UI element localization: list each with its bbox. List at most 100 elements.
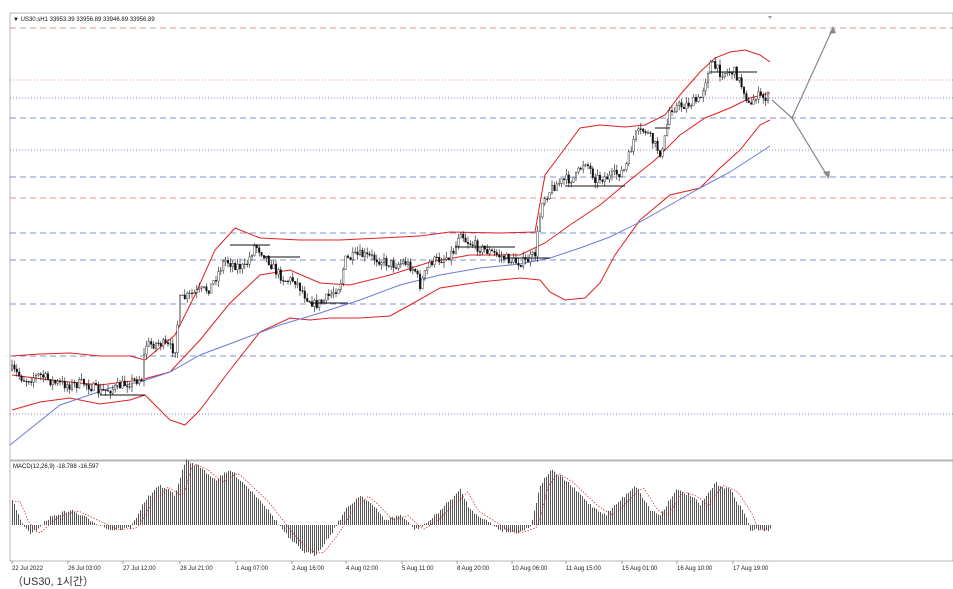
macd-bar: [412, 525, 413, 527]
macd-bar: [714, 484, 715, 525]
candle-body: [232, 263, 234, 266]
candle-body: [206, 287, 208, 291]
macd-bar: [302, 525, 303, 551]
macd-bar: [630, 491, 631, 525]
macd-bar: [588, 504, 589, 525]
macd-bar: [504, 525, 505, 530]
candle-body: [172, 344, 174, 354]
candle-body: [280, 270, 282, 281]
candle-body: [561, 179, 563, 184]
candle-body: [688, 103, 690, 106]
candle-body: [465, 238, 467, 242]
candle-body: [340, 283, 342, 289]
macd-bar: [594, 508, 595, 526]
macd-bar: [404, 519, 405, 525]
candle-body: [306, 298, 308, 301]
macd-bar: [660, 515, 661, 525]
macd-bar: [690, 496, 691, 525]
macd-bar: [232, 472, 233, 525]
candle-body: [105, 390, 107, 391]
macd-bar: [524, 525, 525, 530]
candle-body: [362, 250, 364, 257]
macd-bar: [500, 525, 501, 530]
macd-bar: [434, 515, 435, 526]
candle-body: [213, 280, 215, 284]
candle-body: [566, 175, 568, 180]
candle-body: [462, 234, 464, 238]
candle-body: [59, 381, 61, 382]
macd-bar: [124, 525, 125, 528]
macd-bar: [598, 512, 599, 525]
candle-body: [42, 375, 44, 378]
candle-body: [414, 269, 416, 271]
macd-bar: [178, 484, 179, 525]
candle-body: [510, 262, 512, 263]
candle-body: [527, 259, 529, 262]
macd-bar: [266, 509, 267, 525]
candle-body: [117, 383, 119, 386]
candle-body: [494, 251, 496, 253]
candle-body: [66, 385, 68, 388]
macd-bar: [38, 525, 39, 529]
macd-bar: [738, 505, 739, 525]
macd-bar: [260, 501, 261, 525]
candle-body: [676, 106, 678, 112]
candle-body: [614, 170, 616, 171]
macd-bar: [746, 518, 747, 525]
candle-body: [162, 340, 164, 346]
macd-bar: [724, 489, 725, 526]
macd-bar: [452, 499, 453, 525]
macd-pane[interactable]: [10, 461, 953, 561]
macd-bar: [196, 464, 197, 525]
candle-body: [616, 170, 618, 174]
macd-bar: [426, 523, 427, 525]
candle-body: [191, 293, 193, 294]
candle-body: [441, 262, 443, 263]
candle-body: [143, 354, 145, 380]
macd-bar: [520, 525, 521, 531]
macd-bar: [336, 525, 337, 526]
macd-bar: [104, 525, 105, 528]
candle-body: [210, 284, 212, 293]
macd-bar: [122, 525, 123, 530]
macd-bar: [554, 472, 555, 525]
macd-bar: [722, 487, 723, 525]
candle-body: [390, 261, 392, 267]
candle-body: [666, 125, 668, 136]
macd-bar: [36, 525, 37, 531]
candle-body: [78, 380, 80, 388]
macd-bar: [344, 512, 345, 525]
macd-bar: [720, 486, 721, 525]
macd-bar: [470, 509, 471, 525]
candle-body: [635, 131, 637, 140]
macd-bar: [472, 511, 473, 525]
candle-body: [328, 294, 330, 296]
macd-bar: [222, 475, 223, 525]
candle-body: [762, 95, 764, 98]
candle-body: [594, 178, 596, 183]
candle-body: [695, 97, 697, 101]
candle-body: [731, 73, 733, 74]
macd-bar: [622, 497, 623, 525]
candle-body: [201, 287, 203, 288]
candle-body: [50, 379, 52, 384]
macd-bar: [324, 525, 325, 544]
time-label: 1 Aug 07:00: [236, 566, 269, 572]
macd-bar: [698, 503, 699, 525]
macd-bar: [20, 520, 21, 525]
macd-bar: [444, 506, 445, 525]
candle-body: [642, 129, 644, 132]
macd-bar: [200, 468, 201, 525]
macd-bar: [32, 525, 33, 532]
macd-bar: [230, 471, 231, 525]
macd-bar: [274, 520, 275, 525]
candle-body: [124, 381, 126, 386]
candle-body: [717, 65, 719, 69]
macd-bar: [592, 508, 593, 525]
macd-bar: [194, 466, 195, 525]
macd-bar: [684, 494, 685, 525]
candle-body: [477, 241, 479, 252]
time-label: 16 Aug 10:00: [677, 566, 713, 572]
candle-body: [16, 369, 18, 372]
